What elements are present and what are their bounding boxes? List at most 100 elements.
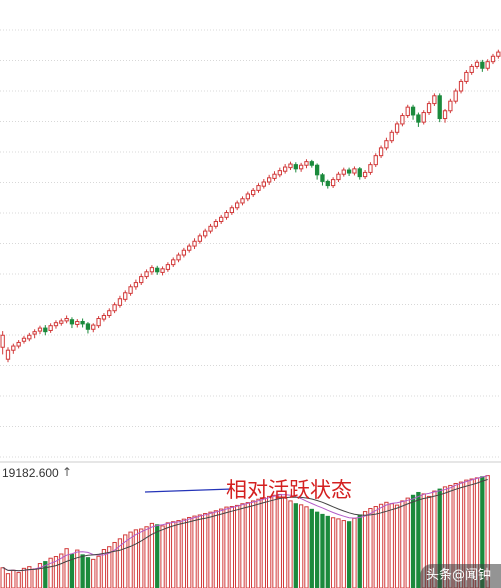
volume-bar — [59, 553, 64, 588]
candle — [421, 110, 426, 125]
volume-bar — [400, 500, 405, 588]
volume-bar — [203, 513, 208, 588]
candle — [437, 93, 442, 123]
volume-bar — [320, 513, 325, 588]
candle — [357, 167, 362, 180]
volume-bar — [224, 506, 229, 588]
candle — [272, 171, 277, 181]
volume-bar — [5, 573, 11, 588]
volume-bar — [261, 497, 266, 588]
volume-bar — [48, 557, 53, 588]
volume-bar — [293, 503, 298, 588]
volume-bar — [80, 554, 85, 588]
candle — [213, 219, 219, 229]
candle — [464, 70, 469, 84]
candle — [400, 113, 405, 127]
candle-body — [48, 325, 53, 331]
candle-body — [373, 155, 378, 166]
candle — [410, 104, 416, 120]
candle — [53, 320, 59, 329]
candle — [346, 167, 352, 177]
candle-body — [426, 103, 432, 114]
candle — [245, 191, 250, 202]
candle — [96, 316, 101, 329]
volume-bar — [368, 507, 373, 588]
watermark: 头条@闻钟 — [420, 564, 501, 588]
candle-body — [267, 177, 272, 183]
candle-body — [165, 264, 171, 270]
candle-body — [149, 267, 155, 273]
volume-bar — [32, 568, 37, 588]
volume-bar — [405, 497, 410, 588]
candle-body — [11, 345, 16, 351]
candle-body — [405, 106, 410, 117]
candle — [496, 49, 501, 59]
volume-bar — [357, 514, 362, 588]
volume-bar — [176, 520, 181, 588]
price-gridlines — [0, 29, 501, 458]
candle-body — [213, 221, 219, 227]
candle — [336, 171, 341, 182]
candle-body — [224, 212, 229, 218]
candle — [123, 290, 128, 302]
volume-bar — [346, 521, 352, 588]
candle-body — [192, 240, 197, 247]
candle-body — [229, 207, 234, 214]
volume-bar — [341, 520, 346, 588]
candle-body — [288, 163, 293, 169]
candle — [48, 323, 53, 333]
candle-body — [96, 318, 101, 327]
volume-bar — [107, 546, 112, 588]
candle — [64, 315, 69, 324]
volume-bar — [448, 484, 453, 588]
candle — [69, 317, 75, 329]
candle-body — [490, 55, 496, 63]
candle — [117, 295, 123, 308]
candle — [432, 93, 437, 106]
candle — [485, 59, 490, 71]
candle — [453, 88, 458, 104]
candle — [235, 200, 240, 211]
candle — [11, 343, 16, 354]
candle — [187, 243, 192, 253]
volume-bar — [27, 566, 32, 588]
volume-bar — [453, 482, 458, 588]
candle — [256, 183, 261, 193]
volume-bar — [416, 491, 421, 588]
candle-body — [469, 65, 474, 73]
candle-body — [85, 323, 91, 330]
volume-bar — [325, 515, 330, 588]
candle — [288, 161, 293, 171]
candle — [416, 112, 421, 127]
candle-body — [187, 245, 192, 251]
volume-bar — [304, 506, 309, 588]
candle-body — [416, 114, 421, 123]
candle — [293, 162, 298, 173]
candle — [32, 329, 37, 339]
volume-bar — [149, 522, 155, 588]
up-arrow-icon: ↑ — [62, 465, 73, 479]
candle — [181, 247, 187, 258]
candle — [330, 177, 336, 188]
candle-body — [400, 115, 405, 125]
candle-body — [53, 322, 59, 327]
candle-body — [442, 110, 448, 120]
candle-body — [112, 304, 117, 312]
candle-body — [453, 90, 458, 102]
candle — [27, 332, 32, 342]
volume-bar — [389, 503, 394, 588]
volume-bar — [64, 548, 69, 588]
candle — [21, 335, 27, 344]
candle-body — [0, 334, 5, 348]
candle — [341, 167, 346, 177]
candle — [171, 257, 176, 268]
candle-body — [325, 180, 330, 187]
candle — [373, 153, 378, 168]
volume-bar — [144, 526, 149, 588]
candle-body — [160, 268, 165, 273]
candle-body — [91, 324, 96, 330]
price-candles — [0, 49, 501, 363]
candle-body — [448, 100, 453, 112]
candle — [176, 252, 181, 263]
candle — [240, 196, 245, 206]
